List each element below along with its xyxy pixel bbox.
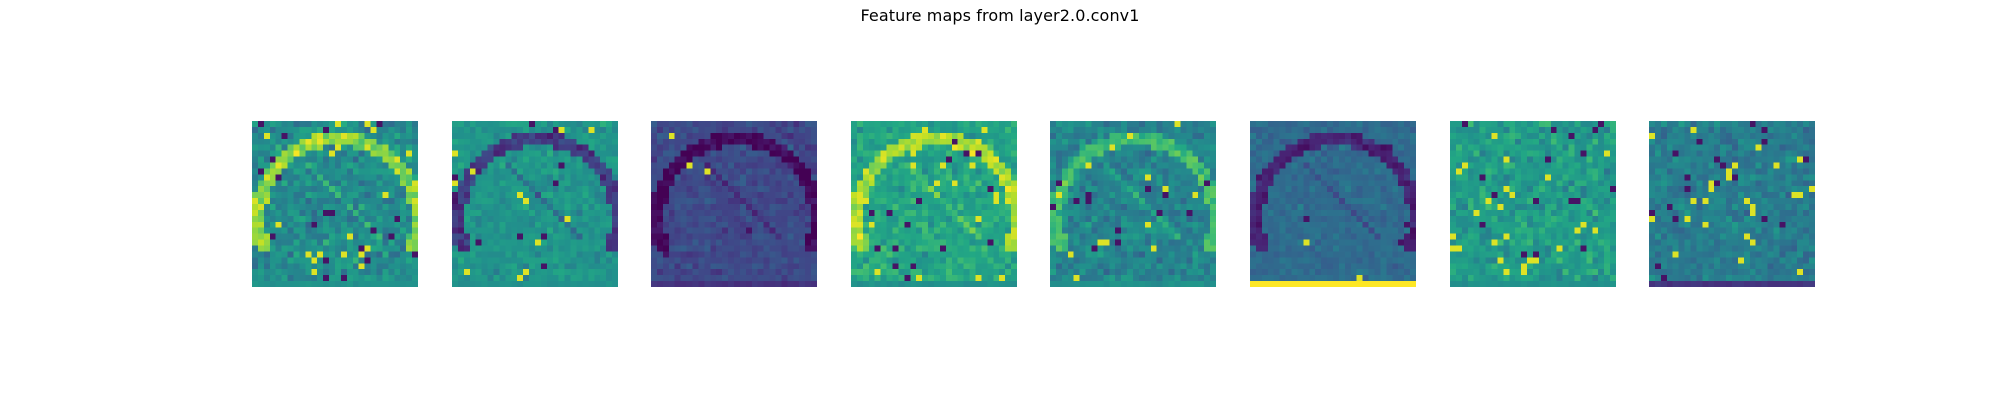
feature-map-8 [1649, 121, 1815, 287]
feature-map-4 [851, 121, 1017, 287]
figure-title: Feature maps from layer2.0.conv1 [860, 6, 1140, 25]
feature-map-3 [651, 121, 817, 287]
feature-map-7 [1450, 121, 1616, 287]
feature-map-2 [452, 121, 618, 287]
feature-map-6 [1250, 121, 1416, 287]
feature-map-5 [1050, 121, 1216, 287]
feature-map-1 [252, 121, 418, 287]
